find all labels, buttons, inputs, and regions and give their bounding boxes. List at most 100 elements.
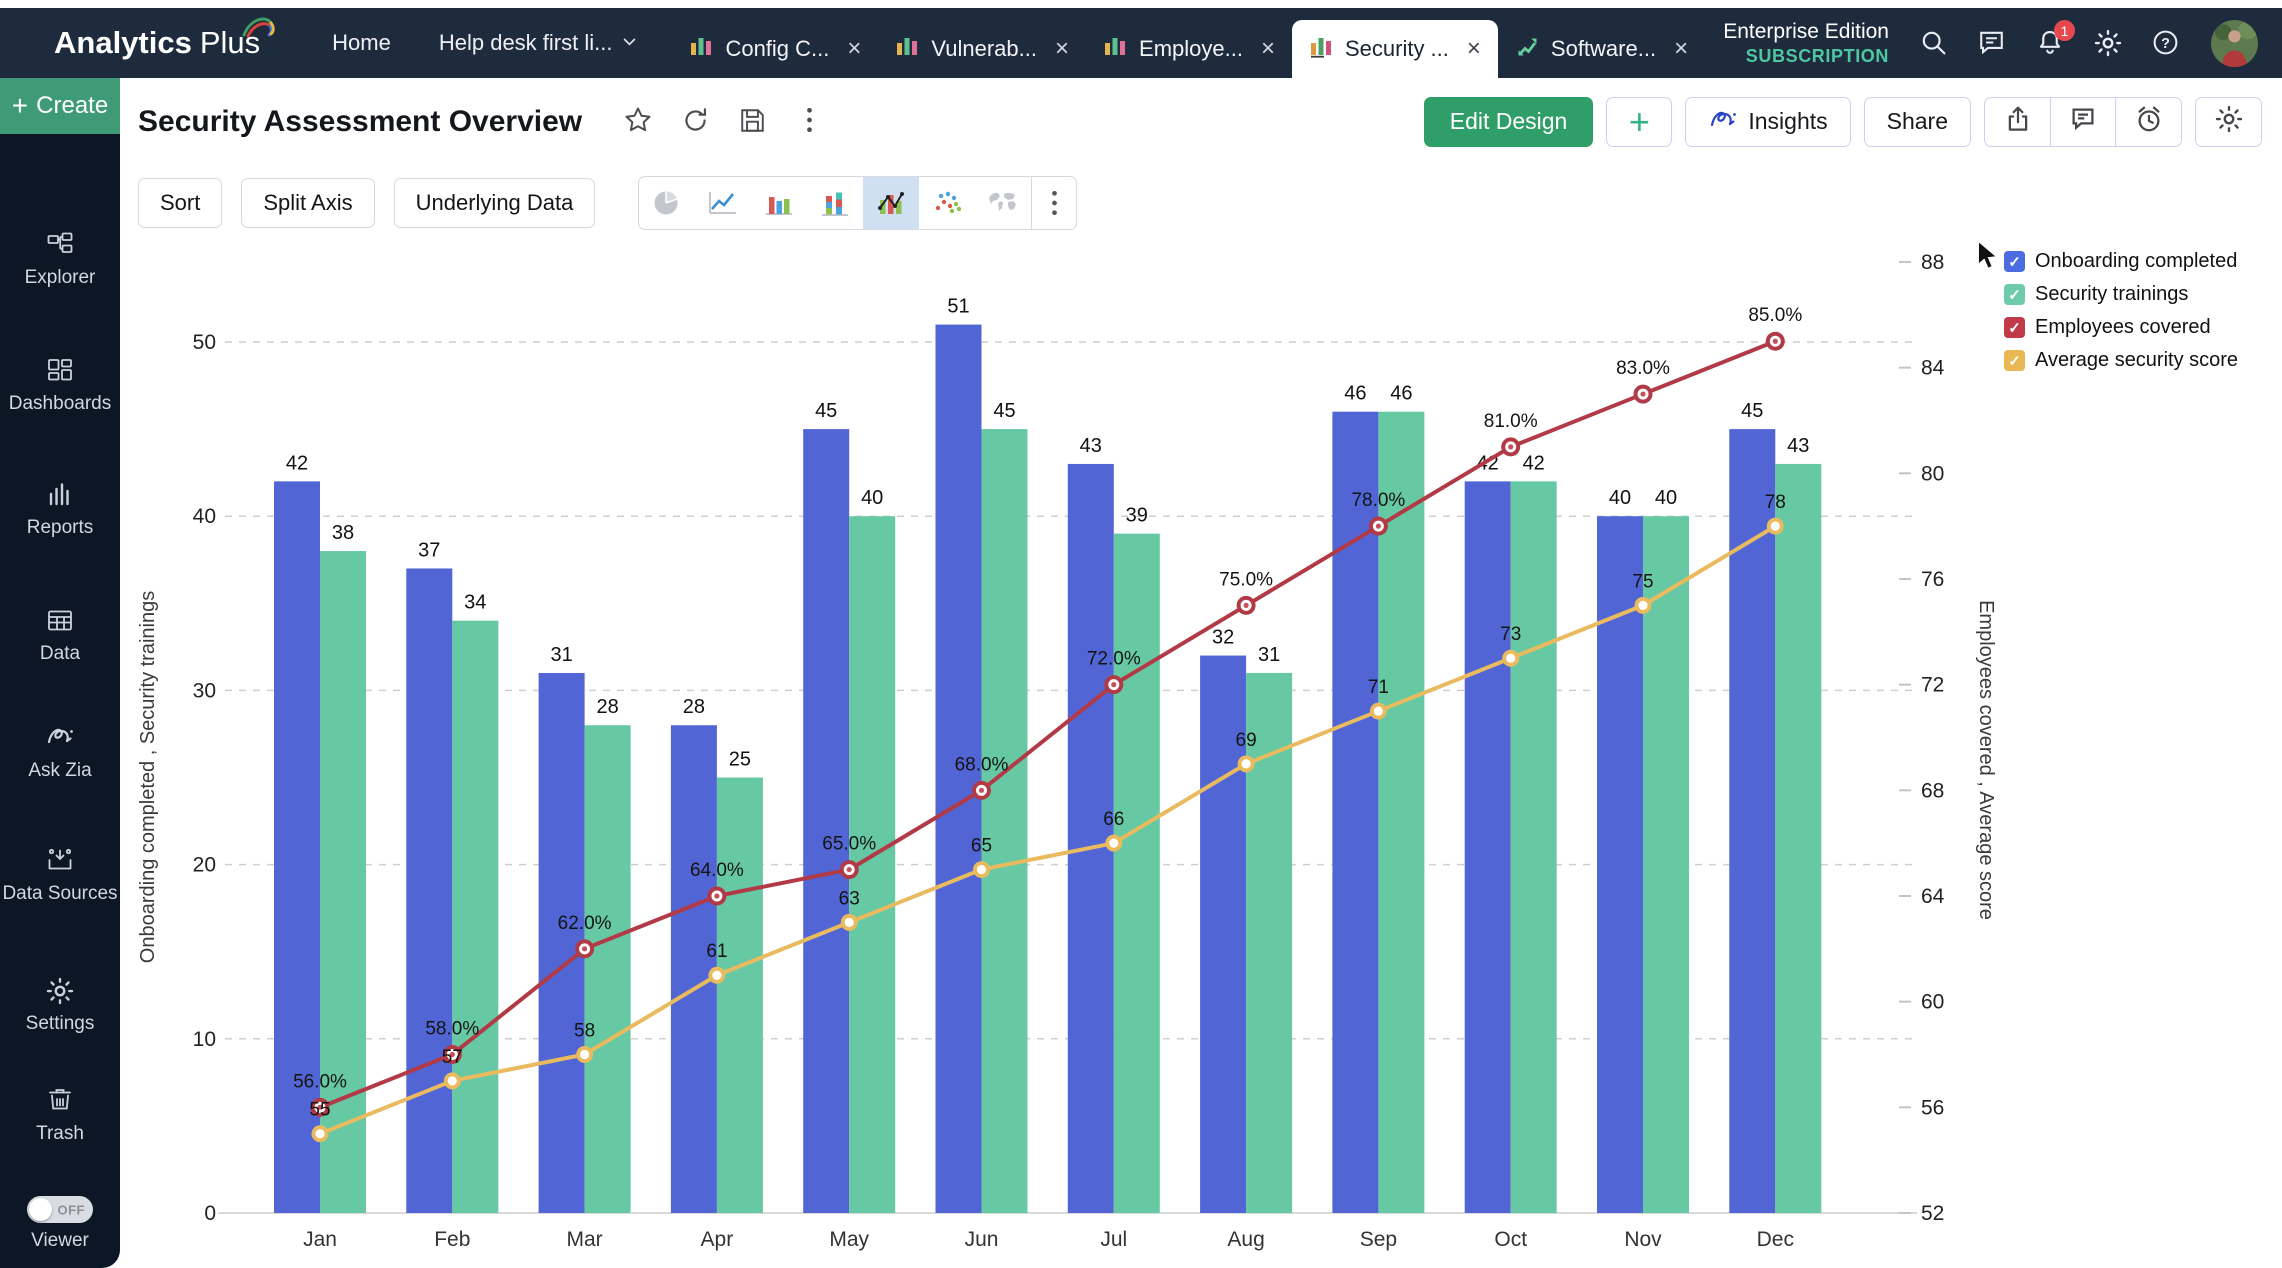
legend-checkbox[interactable]: ✓ (2004, 251, 2025, 272)
edit-design-button[interactable]: Edit Design (1423, 96, 1594, 147)
save-button[interactable] (736, 106, 768, 138)
close-icon[interactable]: × (1055, 35, 1070, 62)
help-icon[interactable]: ? (2151, 28, 2181, 58)
legend-item-onboarding-completed[interactable]: ✓ Onboarding completed (2004, 250, 2238, 273)
comment-button[interactable] (2049, 96, 2117, 147)
point-inner (1373, 706, 1383, 716)
sidebar-item-ask-zia[interactable]: Ask Zia (0, 723, 120, 783)
close-icon[interactable]: × (1674, 35, 1689, 62)
alarm-button[interactable] (2115, 96, 2182, 147)
close-icon[interactable]: × (1260, 35, 1275, 62)
sidebar-item-explorer[interactable]: Explorer (0, 230, 120, 290)
sidebar-item-dashboards[interactable]: Dashboards (0, 356, 120, 416)
star-button[interactable] (622, 106, 654, 138)
point-inner (1109, 838, 1119, 848)
underlying-data-button[interactable]: Underlying Data (393, 177, 596, 228)
legend-checkbox[interactable]: ✓ (2004, 317, 2025, 338)
sort-button[interactable]: Sort (138, 177, 223, 228)
refresh-button[interactable] (679, 106, 711, 138)
point-label: 66 (1103, 809, 1124, 830)
pie-chart-icon[interactable] (639, 177, 695, 229)
bar-security-trainings[interactable] (1510, 481, 1557, 1213)
legend-checkbox[interactable]: ✓ (2004, 284, 2025, 305)
bar-onboarding-completed[interactable] (670, 725, 717, 1213)
workspace-tab-security[interactable]: Security ... × (1291, 20, 1498, 78)
legend-checkbox[interactable]: ✓ (2004, 350, 2025, 371)
avatar[interactable] (2211, 19, 2258, 67)
nav-workspace-dropdown[interactable]: Help desk first li... (439, 30, 639, 56)
bar-onboarding-completed[interactable] (1067, 463, 1114, 1213)
create-button[interactable]: Create (0, 78, 120, 134)
workspace-tab-config-c[interactable]: Config C... × (672, 20, 878, 78)
sidebar-item-settings[interactable]: Settings (0, 976, 120, 1036)
bar-onboarding-completed[interactable] (538, 672, 585, 1213)
right-axis-tick: 84 (1921, 357, 1945, 380)
chat-icon[interactable] (1977, 28, 2007, 58)
bar-onboarding-completed[interactable] (1332, 411, 1379, 1213)
more-options-button[interactable] (793, 106, 825, 138)
bar-security-trainings[interactable] (1775, 463, 1822, 1213)
nav-workspace-label: Help desk first li... (438, 30, 613, 55)
legend-item-employees-covered[interactable]: ✓ Employees covered (2004, 316, 2238, 339)
bar-onboarding-completed[interactable] (1597, 516, 1643, 1213)
bar-onboarding-completed[interactable] (935, 324, 982, 1213)
edition-name: Enterprise Edition (1723, 19, 1889, 43)
nav-home[interactable]: Home (332, 30, 391, 56)
sidebar-item-data-sources[interactable]: Data Sources (0, 846, 120, 906)
bar-security-trainings[interactable] (716, 777, 763, 1214)
share-label: Share (1886, 108, 1948, 134)
viewer-toggle-switch[interactable]: OFF (27, 1196, 93, 1223)
right-axis-tick: 88 (1921, 251, 1944, 274)
point-label: 58 (574, 1020, 595, 1041)
legend-item-average-security-score[interactable]: ✓ Average security score (2004, 349, 2238, 372)
bar-security-trainings[interactable] (1113, 533, 1160, 1213)
kebab-menu-icon (805, 106, 814, 137)
bar-onboarding-completed[interactable] (803, 429, 850, 1214)
bar-onboarding-completed[interactable] (1729, 429, 1776, 1214)
stacked-bar-chart-icon[interactable] (807, 177, 863, 229)
combo-chart-icon[interactable] (863, 176, 920, 229)
viewer-toggle[interactable]: OFF Viewer (0, 1196, 120, 1252)
export-button[interactable] (1984, 96, 2051, 147)
brand-logo[interactable]: Analytics Plus (54, 17, 275, 61)
bar-security-trainings[interactable] (452, 620, 499, 1213)
split-axis-button[interactable]: Split Axis (241, 177, 375, 228)
notification-badge: 1 (2054, 20, 2075, 41)
sidebar-item-data[interactable]: Data (0, 606, 120, 666)
workspace-tab-software[interactable]: Software... × (1498, 20, 1705, 78)
right-axis-tick: 68 (1921, 779, 1944, 802)
insights-button[interactable]: Insights (1685, 96, 1851, 147)
x-axis-label: Sep (1360, 1228, 1397, 1251)
map-chart-icon[interactable] (975, 177, 1031, 229)
svg-text:?: ? (2161, 36, 2170, 52)
gear-icon[interactable] (2093, 28, 2123, 58)
legend-item-security-trainings[interactable]: ✓ Security trainings (2004, 283, 2238, 306)
bar-onboarding-completed[interactable] (274, 481, 320, 1213)
workspace-tab-employe[interactable]: Employe... × (1086, 20, 1292, 78)
line-chart-tab-icon (1515, 34, 1540, 65)
legend-label: Onboarding completed (2035, 250, 2238, 272)
bar-security-trainings[interactable] (584, 725, 631, 1213)
left-axis-tick: 30 (193, 679, 216, 702)
close-icon[interactable]: × (1466, 35, 1481, 62)
report-settings-button[interactable] (2195, 96, 2262, 147)
sidebar-item-trash[interactable]: Trash (0, 1086, 120, 1146)
scatter-chart-icon[interactable] (919, 177, 975, 229)
bar-onboarding-completed[interactable] (1464, 481, 1511, 1213)
sidebar-item-reports[interactable]: Reports (0, 480, 120, 540)
add-button[interactable] (1606, 96, 1673, 147)
close-icon[interactable]: × (847, 35, 862, 62)
bar-chart-icon[interactable] (751, 177, 807, 229)
search-icon[interactable] (1919, 28, 1949, 58)
bar-onboarding-completed[interactable] (1200, 655, 1247, 1213)
line-chart-icon[interactable] (695, 177, 751, 229)
more-chart-types-button[interactable] (1031, 176, 1076, 229)
bar-security-trainings[interactable] (1378, 411, 1425, 1213)
bell-icon[interactable]: 1 (2035, 20, 2075, 58)
workspace-tab-vulnerab[interactable]: Vulnerab... × (878, 20, 1086, 78)
share-button[interactable]: Share (1863, 96, 1971, 147)
bar-onboarding-completed[interactable] (406, 568, 453, 1213)
point-inner (712, 970, 722, 980)
bar-security-trainings[interactable] (981, 429, 1028, 1214)
bar-security-trainings[interactable] (1643, 516, 1689, 1213)
